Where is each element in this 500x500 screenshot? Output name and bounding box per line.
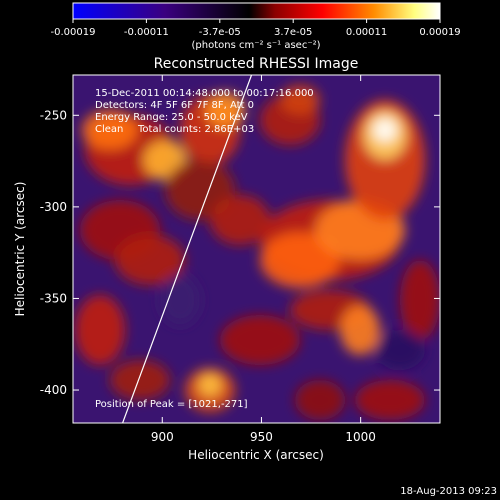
x-tick-label: 950: [250, 430, 273, 444]
annotation-time: 15-Dec-2011 00:14:48.000 to 00:17:16.000: [95, 88, 314, 99]
heatmap-image: [73, 75, 440, 423]
y-tick-label: -400: [40, 383, 67, 397]
chart-title: Reconstructed RHESSI Image: [154, 56, 359, 72]
colorbar-tick-label: -0.00011: [124, 27, 169, 38]
x-tick-label: 1000: [345, 430, 376, 444]
colorbar-ticks: -0.00019 -0.00011 -3.7e-05 3.7e-05 0.00011 0.…: [51, 19, 461, 38]
colorbar-unit-label: (photons cm⁻² s⁻¹ asec⁻²): [191, 40, 320, 51]
y-tick-label: -300: [40, 200, 67, 214]
x-tick-label: 900: [151, 430, 174, 444]
annotation-clean: Clean: [95, 124, 123, 135]
x-axis-ticks: 900 950 1000: [151, 75, 376, 444]
solar-limb-line: [122, 75, 253, 423]
colorbar: [72, 2, 441, 20]
y-axis-label: Heliocentric Y (arcsec): [13, 182, 27, 317]
colorbar-tick-label: -0.00019: [51, 27, 96, 38]
annotation-detectors: Detectors: 4F 5F 6F 7F 8F, Att 0: [95, 100, 254, 111]
y-tick-label: -350: [40, 291, 67, 305]
colorbar-tick-label: -3.7e-05: [199, 27, 241, 38]
colorbar-tick-label: 3.7e-05: [274, 27, 312, 38]
annotation-counts: Total counts: 2.86E+03: [137, 124, 254, 135]
annotation-energy: Energy Range: 25.0 - 50.0 keV: [95, 112, 248, 123]
plot-frame: [72, 74, 441, 424]
x-axis-label: Heliocentric X (arcsec): [188, 448, 324, 462]
colorbar-tick-label: 0.00011: [346, 27, 387, 38]
colorbar-tick-label: 0.00019: [419, 27, 460, 38]
footer-timestamp: 18-Aug-2013 09:23: [400, 486, 497, 497]
annotation-peak: Position of Peak = [1021,-271]: [95, 399, 248, 410]
y-tick-label: -250: [40, 108, 67, 122]
y-axis-ticks: -250 -300 -350 -400: [40, 108, 440, 397]
